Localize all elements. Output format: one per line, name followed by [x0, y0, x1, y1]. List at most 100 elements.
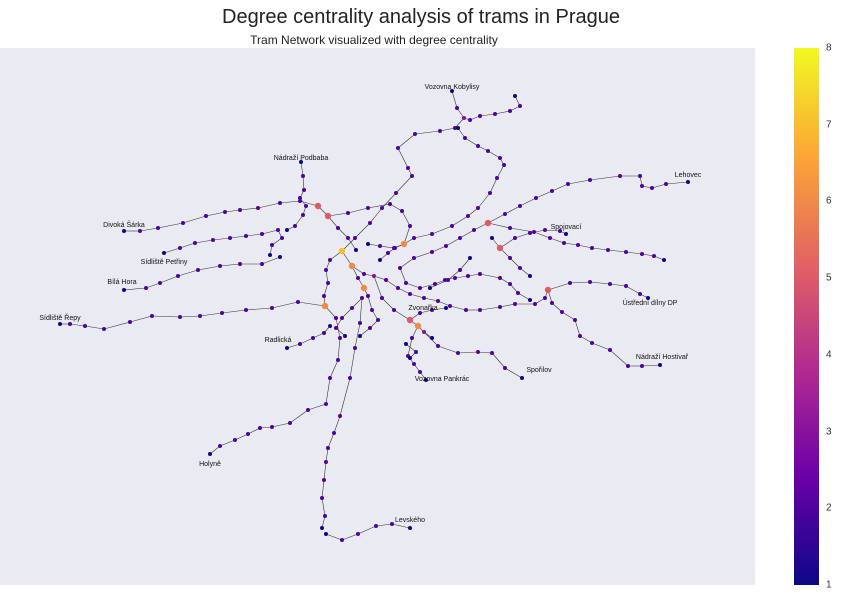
network-node [466, 214, 470, 218]
network-node [370, 308, 374, 312]
network-edge [454, 275, 469, 279]
network-node [608, 282, 612, 286]
network-edge [547, 282, 571, 291]
network-edge [367, 203, 391, 209]
network-node [422, 296, 426, 300]
network-node [476, 350, 480, 354]
network-edge [151, 315, 181, 318]
network-node [458, 236, 462, 240]
network-edge [179, 315, 201, 318]
network-node [328, 258, 332, 262]
network-edge [69, 323, 86, 327]
network-node [380, 206, 384, 210]
network-edge [589, 175, 621, 181]
network-node [498, 156, 502, 160]
network-edge [439, 127, 456, 132]
network-node [430, 336, 434, 340]
network-edge [219, 439, 236, 447]
tram-network: Vozovna Kobylisy Nádraží Podbaba Lehovec Di… [39, 84, 702, 542]
network-node [244, 234, 248, 238]
network-node [384, 278, 388, 282]
network-edge [437, 300, 451, 307]
network-node [450, 224, 454, 228]
network-edge [449, 305, 467, 311]
network-edge [379, 245, 395, 249]
colorbar-tick-8: 8 [826, 42, 832, 54]
hub-node [544, 286, 552, 294]
network-edge [399, 257, 415, 269]
network-node [518, 204, 522, 208]
network-edge [487, 213, 506, 224]
network-node [181, 221, 185, 225]
network-node [336, 358, 340, 362]
network-node [246, 432, 250, 436]
network-node [404, 281, 408, 285]
network-edge [487, 222, 511, 229]
network-edge [551, 302, 563, 313]
network-edge [609, 349, 629, 367]
network-node [468, 118, 472, 122]
network-node [490, 236, 494, 240]
network-node [478, 308, 482, 312]
network-node [626, 364, 630, 368]
network-node [590, 341, 594, 345]
network-edge [641, 253, 655, 257]
network-node [334, 316, 338, 320]
network-edge [239, 207, 259, 211]
network-node [336, 226, 340, 230]
network-edge [499, 303, 516, 308]
network-edge [349, 347, 356, 379]
network-node [233, 438, 237, 442]
network-node [332, 431, 336, 435]
network-node [368, 221, 372, 225]
network-edge [414, 130, 441, 135]
network-edge [413, 251, 433, 259]
network-node [228, 236, 232, 240]
network-node [624, 250, 628, 254]
network-node [564, 232, 568, 236]
network-node [400, 209, 404, 213]
hub-node [484, 219, 492, 227]
network-edge [261, 229, 279, 235]
network-node [238, 262, 242, 266]
station-label-radlicka: Radlická [265, 337, 292, 344]
network-node [456, 126, 460, 130]
hub-node [324, 212, 332, 220]
network-edge [145, 282, 161, 289]
network-node [640, 364, 644, 368]
network-node [376, 318, 380, 322]
network-node [138, 229, 142, 233]
network-node [508, 256, 512, 260]
network-edge [591, 342, 611, 351]
colorbar-tick-7: 7 [826, 119, 832, 131]
network-node [156, 226, 160, 230]
network-node [498, 276, 502, 280]
network-edge [487, 150, 501, 159]
network-node [550, 189, 554, 193]
network-node [350, 306, 354, 310]
network-edge [399, 267, 407, 284]
network-edge [229, 235, 247, 239]
hub-node [348, 262, 356, 270]
network-node [590, 246, 594, 250]
network-edge [549, 237, 565, 244]
network-node [472, 228, 476, 232]
network-edge [544, 229, 561, 232]
network-edge [625, 285, 641, 295]
station-label-vozovna-pankrac: Vozovna Pankrác [415, 376, 470, 383]
network-node [508, 282, 512, 286]
hub-node [360, 284, 368, 292]
network-node [456, 351, 460, 355]
network-edge [489, 177, 498, 194]
station-label-lehovec: Lehovec [675, 172, 702, 179]
network-node [378, 258, 382, 262]
network-edge [445, 237, 461, 247]
network-edge [341, 307, 353, 319]
network-edge [504, 205, 521, 215]
network-edge [423, 297, 439, 302]
network-node [218, 444, 222, 448]
network-node [513, 94, 517, 98]
network-node [478, 272, 482, 276]
network-node [560, 310, 564, 314]
station-label-ustredni-dilny-dp: Ústřední dílny DP [623, 298, 678, 307]
